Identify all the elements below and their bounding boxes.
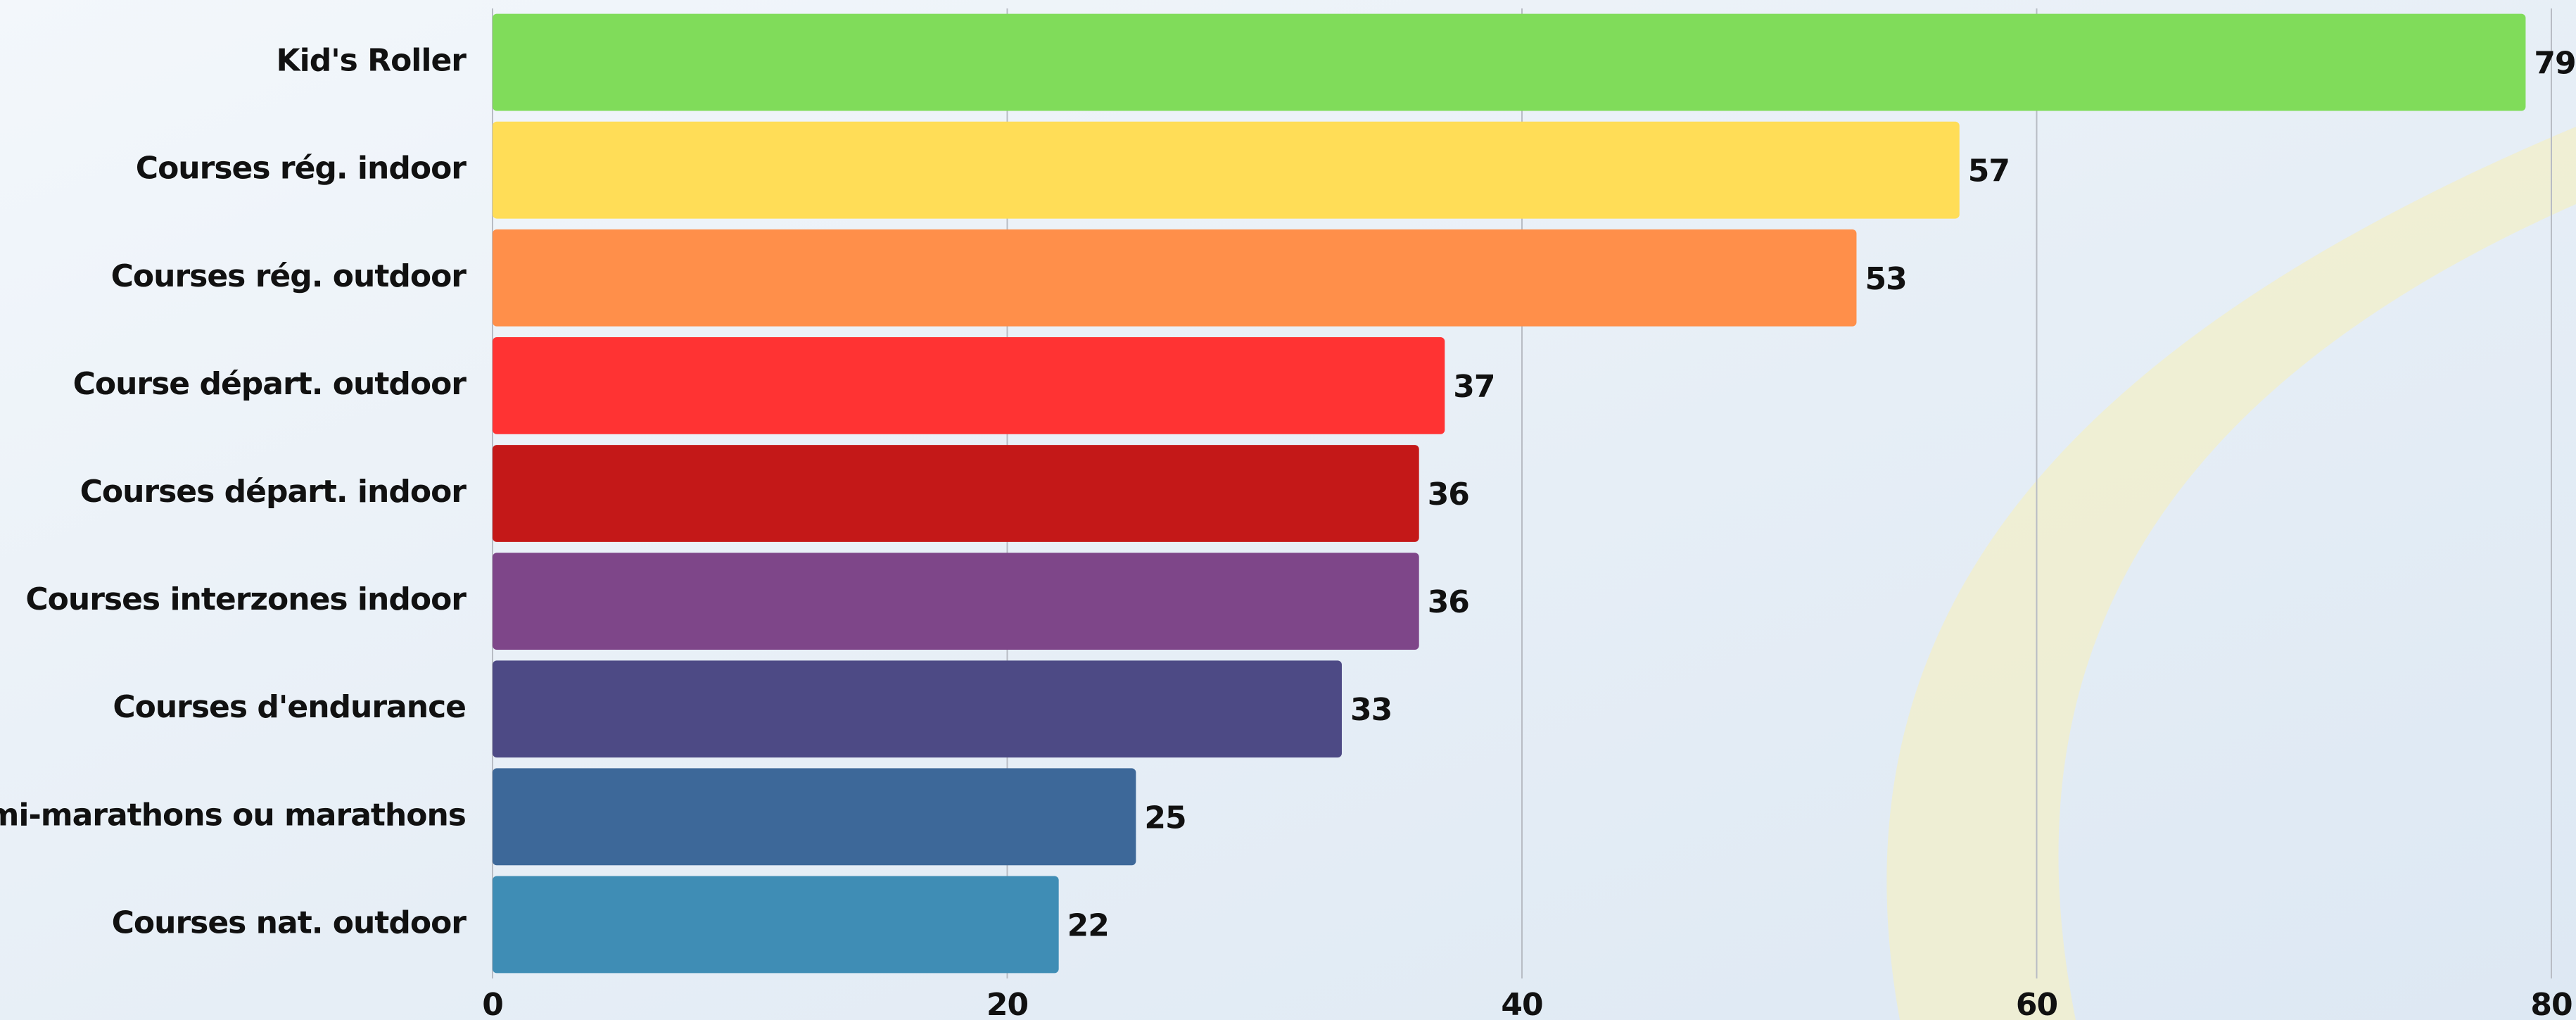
value-label: 36 xyxy=(1428,584,1469,620)
bar xyxy=(493,229,1857,327)
background-swoosh xyxy=(1886,127,2576,1020)
x-tick-label: 20 xyxy=(986,987,1028,1020)
x-tick-label: 40 xyxy=(1501,987,1542,1020)
value-label: 57 xyxy=(1968,153,2010,189)
y-tick-label: Courses départ. indoor xyxy=(80,474,467,510)
x-tick-label: 60 xyxy=(2016,987,2057,1020)
y-tick-label: Kid's Roller xyxy=(277,43,467,79)
bar xyxy=(493,553,1419,650)
bar xyxy=(493,876,1059,974)
value-label: 22 xyxy=(1067,907,1109,943)
value-label: 25 xyxy=(1144,800,1186,836)
value-label: 53 xyxy=(1865,261,1906,297)
y-tick-label: Courses interzones indoor xyxy=(25,581,467,617)
bar xyxy=(493,121,1960,219)
y-tick-label: Course départ. outdoor xyxy=(73,366,467,402)
y-tick-label: Courses nat. outdoor xyxy=(112,905,467,940)
y-tick-label: Courses d'endurance xyxy=(113,689,466,725)
bar xyxy=(493,445,1419,542)
y-tick-label: Courses rég. indoor xyxy=(136,151,467,187)
bar xyxy=(493,13,2526,111)
value-label: 33 xyxy=(1350,692,1392,728)
y-tick-label: Courses rég. outdoor xyxy=(111,258,467,294)
bar xyxy=(493,336,1445,434)
x-tick-label: 80 xyxy=(2530,987,2572,1020)
y-tick-label: Semi-marathons ou marathons xyxy=(0,797,466,833)
bar xyxy=(493,660,1342,758)
value-label: 36 xyxy=(1428,477,1469,512)
x-tick-label: 0 xyxy=(482,987,503,1020)
value-label: 79 xyxy=(2534,46,2575,82)
value-label: 37 xyxy=(1453,369,1495,405)
bar xyxy=(493,768,1136,866)
